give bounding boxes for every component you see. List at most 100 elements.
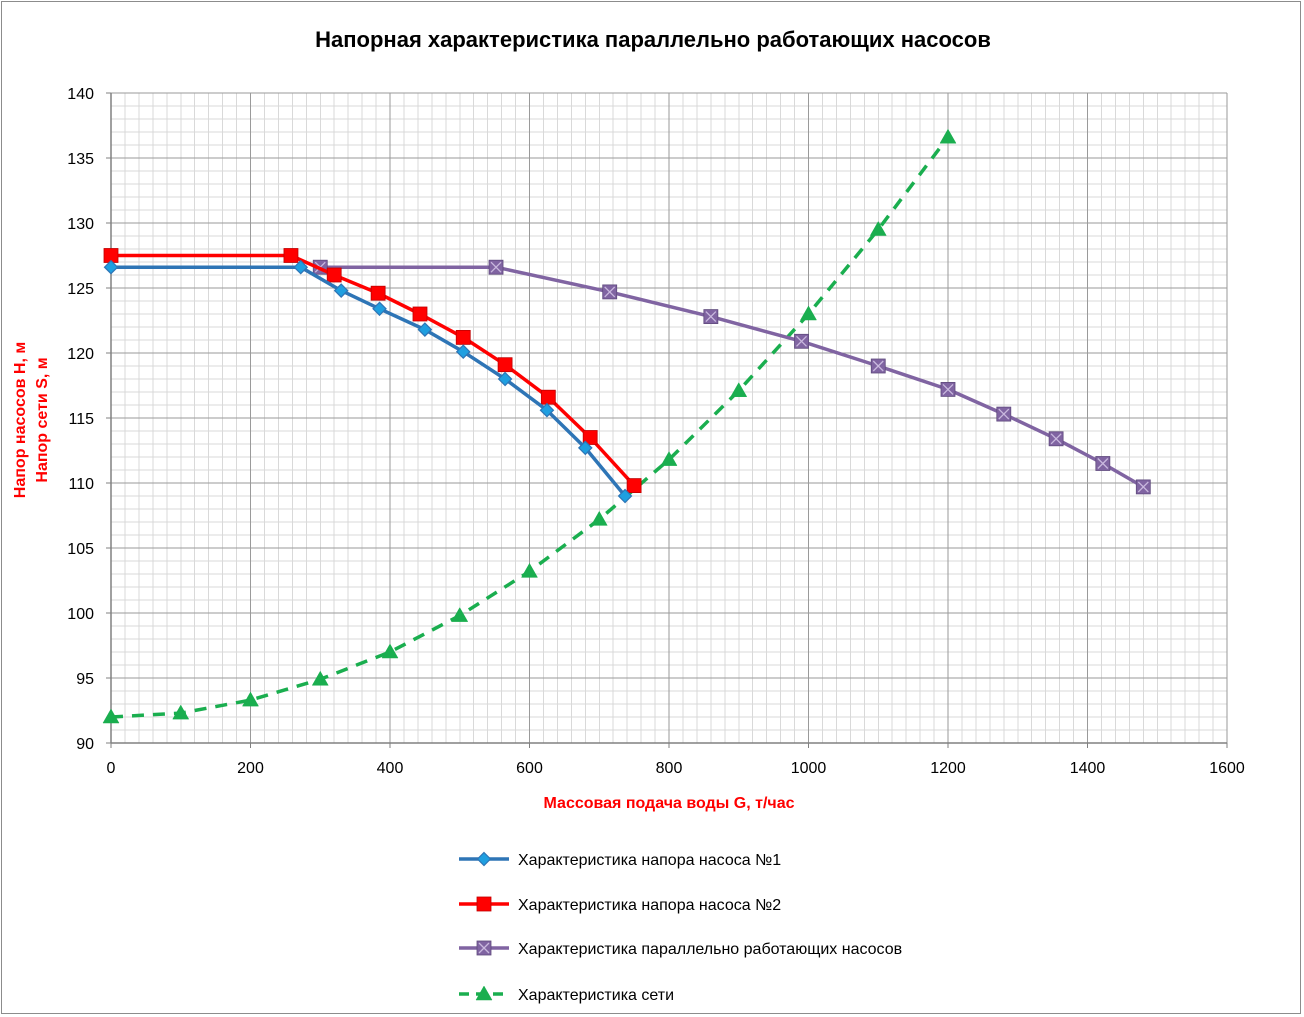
y-tick-labels: 90 95 100 105 110 115 120 125 130 135 140 (67, 86, 94, 753)
data-point (488, 259, 504, 275)
data-point (521, 562, 538, 578)
y-tick-label: 125 (67, 281, 94, 298)
data-point (1135, 479, 1151, 495)
data-point (590, 510, 608, 526)
legend: Характеристика напора насоса №1 Характери… (459, 851, 902, 1004)
data-point (102, 708, 120, 724)
x-tick-label: 400 (377, 760, 404, 777)
y-tick-label: 105 (67, 541, 94, 558)
data-point (539, 402, 555, 418)
data-point (455, 329, 471, 345)
series-3 (312, 259, 1151, 495)
data-point (311, 670, 329, 686)
legend-item: Характеристика напора насоса №1 (459, 851, 781, 869)
y-tick-label: 120 (67, 346, 94, 363)
x-tick-label: 1000 (791, 760, 827, 777)
legend-swatch-marker (476, 940, 492, 956)
data-point (577, 440, 593, 456)
x-tick-label: 0 (107, 760, 116, 777)
data-point (370, 285, 386, 301)
data-point (540, 389, 556, 405)
marker-cross (478, 942, 490, 954)
y-axis-label-pumps: Напор насосов Н, м (12, 342, 29, 498)
legend-item: Характеристика сети (459, 985, 674, 1004)
x-tick-label: 200 (237, 760, 264, 777)
y-tick-label: 90 (76, 736, 94, 753)
data-point (869, 220, 887, 236)
data-point (497, 357, 513, 373)
data-point (381, 643, 399, 659)
marker-cross (490, 261, 502, 273)
data-point (800, 305, 817, 321)
data-point (1095, 456, 1111, 471)
x-tick-label: 1600 (1209, 760, 1245, 777)
legend-swatch-marker (475, 985, 493, 1001)
legend-label: Характеристика параллельно работающих на… (518, 941, 902, 958)
y-tick-label: 135 (67, 151, 94, 168)
x-axis-label: Массовая подача воды G, т/час (544, 795, 795, 812)
data-point (602, 284, 618, 300)
axes (106, 92, 1228, 748)
series-2 (103, 248, 642, 494)
marker-cross (998, 408, 1010, 420)
data-point (412, 306, 428, 322)
data-point (417, 322, 433, 337)
y-tick-label: 100 (67, 606, 94, 623)
legend-swatch-marker (476, 851, 492, 867)
data-point (333, 283, 349, 298)
data-point (451, 607, 469, 622)
marker-cross (872, 360, 884, 372)
series-4 (102, 128, 957, 724)
data-point (103, 259, 119, 275)
marker-cross (942, 383, 954, 395)
legend-label: Характеристика сети (518, 987, 674, 1004)
data-point (582, 430, 598, 445)
data-point (703, 309, 719, 325)
data-point (870, 358, 886, 374)
marker-cross (1097, 458, 1109, 469)
series-1 (103, 259, 633, 504)
series-line (109, 253, 636, 488)
data-point (996, 406, 1012, 422)
data-point (660, 451, 678, 466)
data-point (794, 333, 809, 349)
marker-cross (1050, 433, 1062, 445)
legend-label: Характеристика напора насоса №2 (518, 897, 781, 914)
y-axis-label-network: Напор сети S, м (34, 357, 51, 482)
data-point (293, 259, 309, 275)
series-layer (102, 128, 1151, 724)
marker-cross (796, 335, 807, 347)
legend-label: Характеристика напора насоса №1 (518, 852, 781, 869)
chart-title: Напорная характеристика параллельно рабо… (315, 27, 991, 52)
data-point (940, 381, 956, 397)
x-tick-label: 600 (516, 760, 543, 777)
data-point (1048, 431, 1064, 447)
y-tick-label: 110 (68, 476, 94, 493)
marker-cross (1137, 481, 1149, 493)
marker-cross (705, 311, 717, 323)
y-tick-label: 140 (67, 86, 94, 103)
x-tick-label: 800 (656, 760, 683, 777)
data-point (730, 382, 748, 397)
x-tick-labels: 0 200 400 600 800 1000 1200 1400 1600 (107, 760, 1245, 777)
x-tick-label: 1400 (1070, 760, 1106, 777)
data-point (242, 691, 259, 707)
data-point (626, 478, 642, 494)
legend-swatch-marker (476, 896, 492, 912)
data-point (172, 704, 190, 720)
y-tick-label: 130 (67, 216, 94, 233)
legend-item: Характеристика параллельно работающих на… (459, 940, 902, 958)
data-point (326, 267, 342, 283)
data-point (939, 128, 957, 144)
data-point (372, 301, 387, 317)
x-tick-label: 1200 (930, 760, 966, 777)
y-tick-label: 115 (68, 411, 94, 428)
y-tick-label: 95 (76, 671, 94, 688)
series-line (109, 265, 627, 498)
data-point (497, 371, 513, 387)
series-line (318, 265, 1146, 489)
legend-item: Характеристика напора насоса №2 (459, 896, 781, 914)
data-point (455, 344, 471, 360)
